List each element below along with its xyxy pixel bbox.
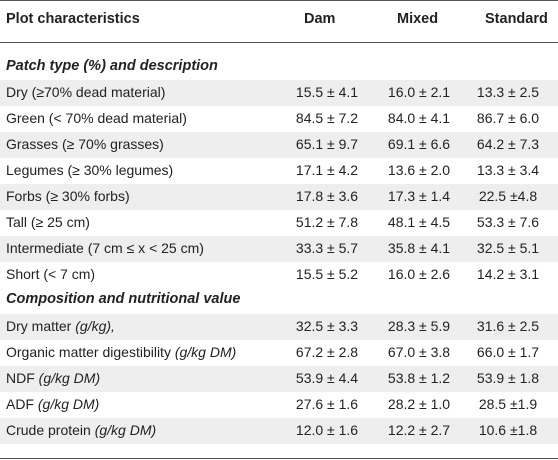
row-label-text: Forbs (≥ 30% forbs)	[6, 188, 130, 204]
cell-dam: 65.1 ± 9.7	[295, 136, 359, 152]
cell-standard: 31.6 ± 2.5	[476, 318, 540, 334]
row-label: NDF (g/kg DM)	[6, 370, 100, 386]
cell-standard: 53.9 ± 1.8	[476, 370, 540, 386]
cell-dam: 53.9 ± 4.4	[295, 370, 359, 386]
cell-mixed: 28.3 ± 5.9	[387, 318, 451, 334]
row-label-text: Short (< 7 cm)	[6, 266, 96, 282]
cell-standard: 53.3 ± 7.6	[476, 214, 540, 230]
row-unit: (g/kg DM)	[94, 422, 157, 438]
cell-standard: 28.5 ±1.9	[478, 396, 538, 412]
cell-standard: 86.7 ± 6.0	[476, 110, 540, 126]
cell-dam: 15.5 ± 4.1	[295, 84, 359, 100]
table-row: Intermediate (7 cm ≤ x < 25 cm) 33.3 ± 5.…	[0, 236, 558, 262]
cell-dam: 12.0 ± 1.6	[295, 422, 359, 438]
cell-mixed: 84.0 ± 4.1	[387, 110, 451, 126]
row-label: Crude protein (g/kg DM)	[6, 422, 156, 438]
table-row: Dry (≥70% dead material) 15.5 ± 4.1 16.0 ±…	[0, 80, 558, 106]
cell-dam: 17.1 ± 4.2	[295, 162, 359, 178]
row-label: Legumes (≥ 30% legumes)	[6, 162, 173, 178]
row-unit: (g/kg DM)	[37, 396, 100, 412]
table-row: Dry matter (g/kg), 32.5 ± 3.3 28.3 ± 5.9 31…	[0, 314, 558, 340]
table-row: Green (< 70% dead material) 84.5 ± 7.2 84.…	[0, 106, 558, 132]
table-row: Forbs (≥ 30% forbs) 17.8 ± 3.6 17.3 ± 1.4 2…	[0, 184, 558, 210]
cell-dam: 84.5 ± 7.2	[295, 110, 359, 126]
row-label: Forbs (≥ 30% forbs)	[6, 188, 130, 204]
header-standard: Standard	[485, 11, 548, 27]
cell-mixed: 17.3 ± 1.4	[387, 188, 451, 204]
cell-dam: 15.5 ± 5.2	[295, 266, 359, 282]
table-row: Legumes (≥ 30% legumes) 17.1 ± 4.2 13.6 ± …	[0, 158, 558, 184]
cell-mixed: 35.8 ± 4.1	[387, 240, 451, 256]
table-row: Short (< 7 cm) 15.5 ± 5.2 16.0 ± 2.6 14.2 ±…	[0, 262, 558, 288]
row-label: Short (< 7 cm)	[6, 266, 95, 282]
bottom-rule	[0, 458, 558, 459]
cell-mixed: 16.0 ± 2.1	[387, 84, 451, 100]
row-label-text: NDF	[6, 370, 39, 386]
cell-dam: 27.6 ± 1.6	[295, 396, 359, 412]
cell-standard: 13.3 ± 3.4	[476, 162, 540, 178]
row-label: ADF (g/kg DM)	[6, 396, 99, 412]
table-row: Tall (≥ 25 cm) 51.2 ± 7.8 48.1 ± 4.5 53.3 ±…	[0, 210, 558, 236]
table-row: Crude protein (g/kg DM) 12.0 ± 1.6 12.2 ± …	[0, 418, 558, 444]
table-row: Grasses (≥ 70% grasses) 65.1 ± 9.7 69.1 ± …	[0, 132, 558, 158]
row-label-text: Dry matter	[6, 318, 76, 334]
cell-mixed: 48.1 ± 4.5	[387, 214, 451, 230]
table-row: ADF (g/kg DM) 27.6 ± 1.6 28.2 ± 1.0 28.5 ±1…	[0, 392, 558, 418]
row-label: Intermediate (7 cm ≤ x < 25 cm)	[6, 240, 204, 256]
cell-standard: 64.2 ± 7.3	[476, 136, 540, 152]
cell-mixed: 53.8 ± 1.2	[387, 370, 451, 386]
cell-dam: 51.2 ± 7.8	[295, 214, 359, 230]
table-row: NDF (g/kg DM) 53.9 ± 4.4 53.8 ± 1.2 53.9 ± …	[0, 366, 558, 392]
row-label-text: Tall (≥ 25 cm)	[6, 214, 90, 230]
row-label: Tall (≥ 25 cm)	[6, 214, 90, 230]
row-label-text: Legumes (≥ 30% legumes)	[6, 162, 174, 178]
row-unit: (g/kg),	[75, 318, 115, 334]
header-dam: Dam	[304, 11, 336, 27]
section-title-composition: Composition and nutritional value	[6, 291, 241, 307]
table-header: Plot characteristics Dam Mixed Standard	[0, 0, 558, 42]
cell-standard: 14.2 ± 3.1	[476, 266, 540, 282]
cell-mixed: 12.2 ± 2.7	[387, 422, 451, 438]
row-label: Grasses (≥ 70% grasses)	[6, 136, 164, 152]
cell-dam: 32.5 ± 3.3	[295, 318, 359, 334]
header-mixed: Mixed	[397, 11, 439, 27]
cell-mixed: 67.0 ± 3.8	[387, 344, 451, 360]
table-row: Organic matter digestibility (g/kg DM) 67…	[0, 340, 558, 366]
section-title-patch-type: Patch type (%) and description	[6, 58, 218, 74]
row-label-text: Organic matter digestibility	[6, 344, 175, 360]
row-label: Organic matter digestibility (g/kg DM)	[6, 344, 236, 360]
row-label-text: Intermediate (7 cm ≤ x < 25 cm)	[6, 240, 204, 256]
row-label: Green (< 70% dead material)	[6, 110, 187, 126]
cell-mixed: 16.0 ± 2.6	[387, 266, 451, 282]
cell-dam: 33.3 ± 5.7	[295, 240, 359, 256]
cell-standard: 66.0 ± 1.7	[476, 344, 540, 360]
row-label-text: Grasses (≥ 70% grasses)	[6, 136, 164, 152]
row-label-text: Green (< 70% dead material)	[6, 110, 187, 126]
cell-standard: 32.5 ± 5.1	[476, 240, 540, 256]
cell-standard: 22.5 ±4.8	[478, 188, 538, 204]
row-label-text: Dry (≥70% dead material)	[6, 84, 166, 100]
header-plot-characteristics: Plot characteristics	[6, 11, 140, 27]
header-rule	[0, 42, 558, 43]
row-label-text: ADF	[6, 396, 38, 412]
cell-dam: 17.8 ± 3.6	[295, 188, 359, 204]
row-label: Dry (≥70% dead material)	[6, 84, 165, 100]
row-unit: (g/kg DM)	[174, 344, 237, 360]
cell-standard: 10.6 ±1.8	[478, 422, 538, 438]
row-unit: (g/kg DM)	[38, 370, 101, 386]
top-rule	[0, 0, 558, 1]
cell-dam: 67.2 ± 2.8	[295, 344, 359, 360]
row-label: Dry matter (g/kg),	[6, 318, 115, 334]
cell-mixed: 13.6 ± 2.0	[387, 162, 451, 178]
row-label-text: Crude protein	[6, 422, 95, 438]
cell-mixed: 28.2 ± 1.0	[387, 396, 451, 412]
cell-mixed: 69.1 ± 6.6	[387, 136, 451, 152]
cell-standard: 13.3 ± 2.5	[476, 84, 540, 100]
